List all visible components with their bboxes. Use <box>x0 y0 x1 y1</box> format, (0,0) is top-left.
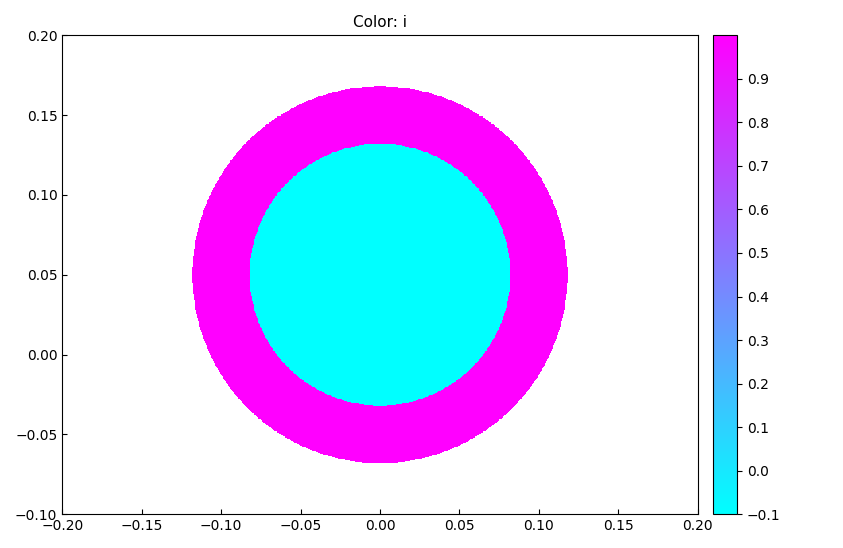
Title: Color: i: Color: i <box>353 15 407 30</box>
